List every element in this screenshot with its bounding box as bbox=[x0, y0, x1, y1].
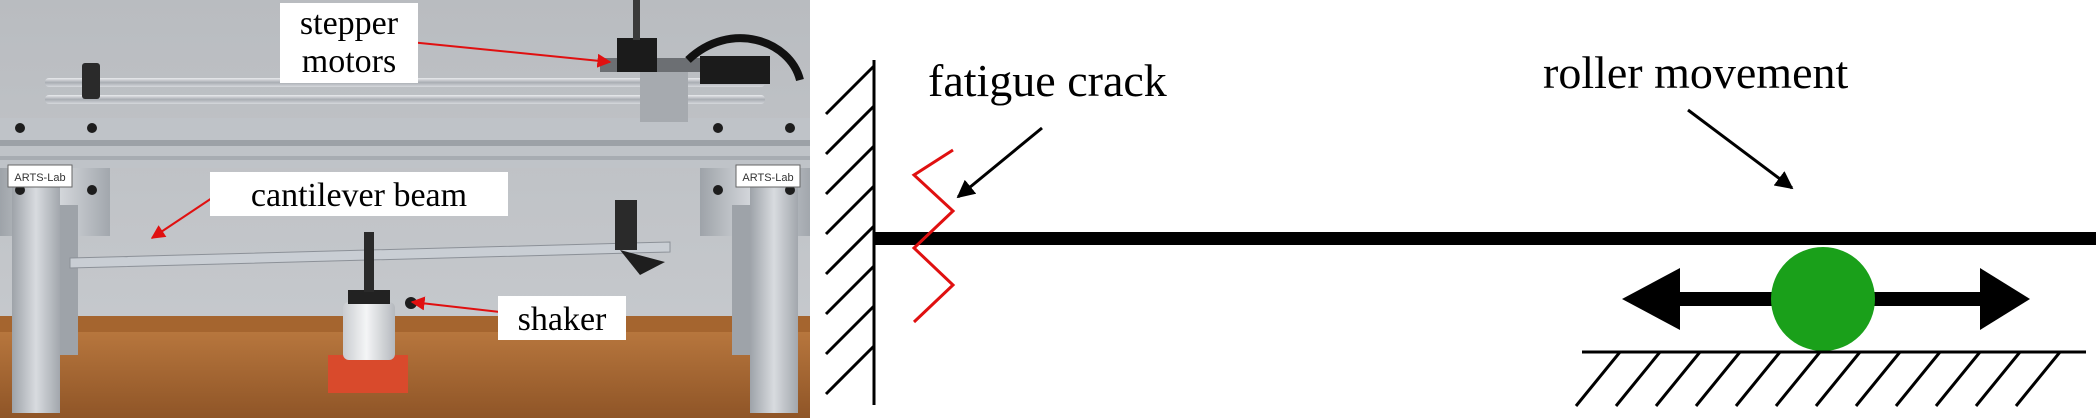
right-arrowhead-icon bbox=[1980, 268, 2030, 330]
stepper-label-line1: stepper bbox=[300, 5, 399, 42]
shaker-label-box bbox=[498, 296, 626, 340]
lead-screw bbox=[633, 0, 640, 40]
top-rail-front bbox=[45, 95, 765, 104]
frame-leg-left-brace bbox=[60, 205, 78, 355]
shaker-head bbox=[348, 290, 390, 304]
roller-movement-arrow bbox=[1687, 108, 1794, 190]
stepper-motor-assembly bbox=[600, 0, 804, 122]
stepper-arrow bbox=[409, 41, 612, 68]
stepper-label: stepper motors bbox=[280, 3, 418, 83]
ground-hatching bbox=[1574, 351, 2062, 407]
artslab-logo-left: ARTS-Lab bbox=[7, 164, 73, 188]
frame-leg-left-front bbox=[12, 168, 60, 413]
frame-leg-right-brace bbox=[732, 205, 750, 355]
cantilever-label-text: cantilever beam bbox=[251, 177, 467, 214]
rail-clip bbox=[82, 63, 100, 99]
shaker-arrow bbox=[410, 296, 501, 313]
photo-panel: ARTS-Lab ARTS-Lab bbox=[0, 0, 810, 418]
frame-leg-right-front bbox=[750, 168, 798, 413]
shaker-body bbox=[343, 302, 395, 360]
stepper-label-line2: motors bbox=[302, 43, 396, 80]
motor-driver bbox=[700, 56, 770, 84]
shaker-assembly bbox=[328, 232, 417, 393]
svg-text:ARTS-Lab: ARTS-Lab bbox=[742, 172, 793, 184]
artslab-logo-right: ARTS-Lab bbox=[735, 164, 801, 188]
shaker-base bbox=[328, 355, 408, 393]
frame-groove-2 bbox=[0, 156, 810, 160]
stepper-label-box bbox=[280, 3, 418, 83]
schematic-beam bbox=[874, 232, 2096, 245]
frame-groove bbox=[0, 140, 810, 146]
cantilever-arrow bbox=[150, 197, 213, 239]
roller-movement-label: roller movement bbox=[1543, 47, 1849, 98]
cantilever-label-box bbox=[210, 172, 508, 216]
carriage-block bbox=[640, 72, 688, 122]
shaker-label-text: shaker bbox=[518, 301, 607, 338]
schematic-panel: fatigue crack roller movement bbox=[824, 47, 2096, 407]
fatigue-crack-label: fatigue crack bbox=[928, 55, 1167, 106]
shaker-label: shaker bbox=[498, 296, 626, 340]
cantilever-label: cantilever beam bbox=[210, 172, 508, 216]
roller-circle bbox=[1771, 247, 1875, 351]
shaker-stinger bbox=[364, 232, 374, 292]
table-edge bbox=[0, 316, 810, 332]
svg-text:ARTS-Lab: ARTS-Lab bbox=[14, 172, 65, 184]
fatigue-crack-zigzag bbox=[911, 148, 956, 324]
fatigue-crack-arrow bbox=[956, 126, 1043, 199]
stepper-motor bbox=[617, 38, 657, 72]
wall-hatching bbox=[824, 64, 876, 396]
beam-clamp bbox=[615, 200, 665, 275]
motor-cable bbox=[685, 34, 804, 82]
left-arrowhead-icon bbox=[1622, 268, 1680, 330]
